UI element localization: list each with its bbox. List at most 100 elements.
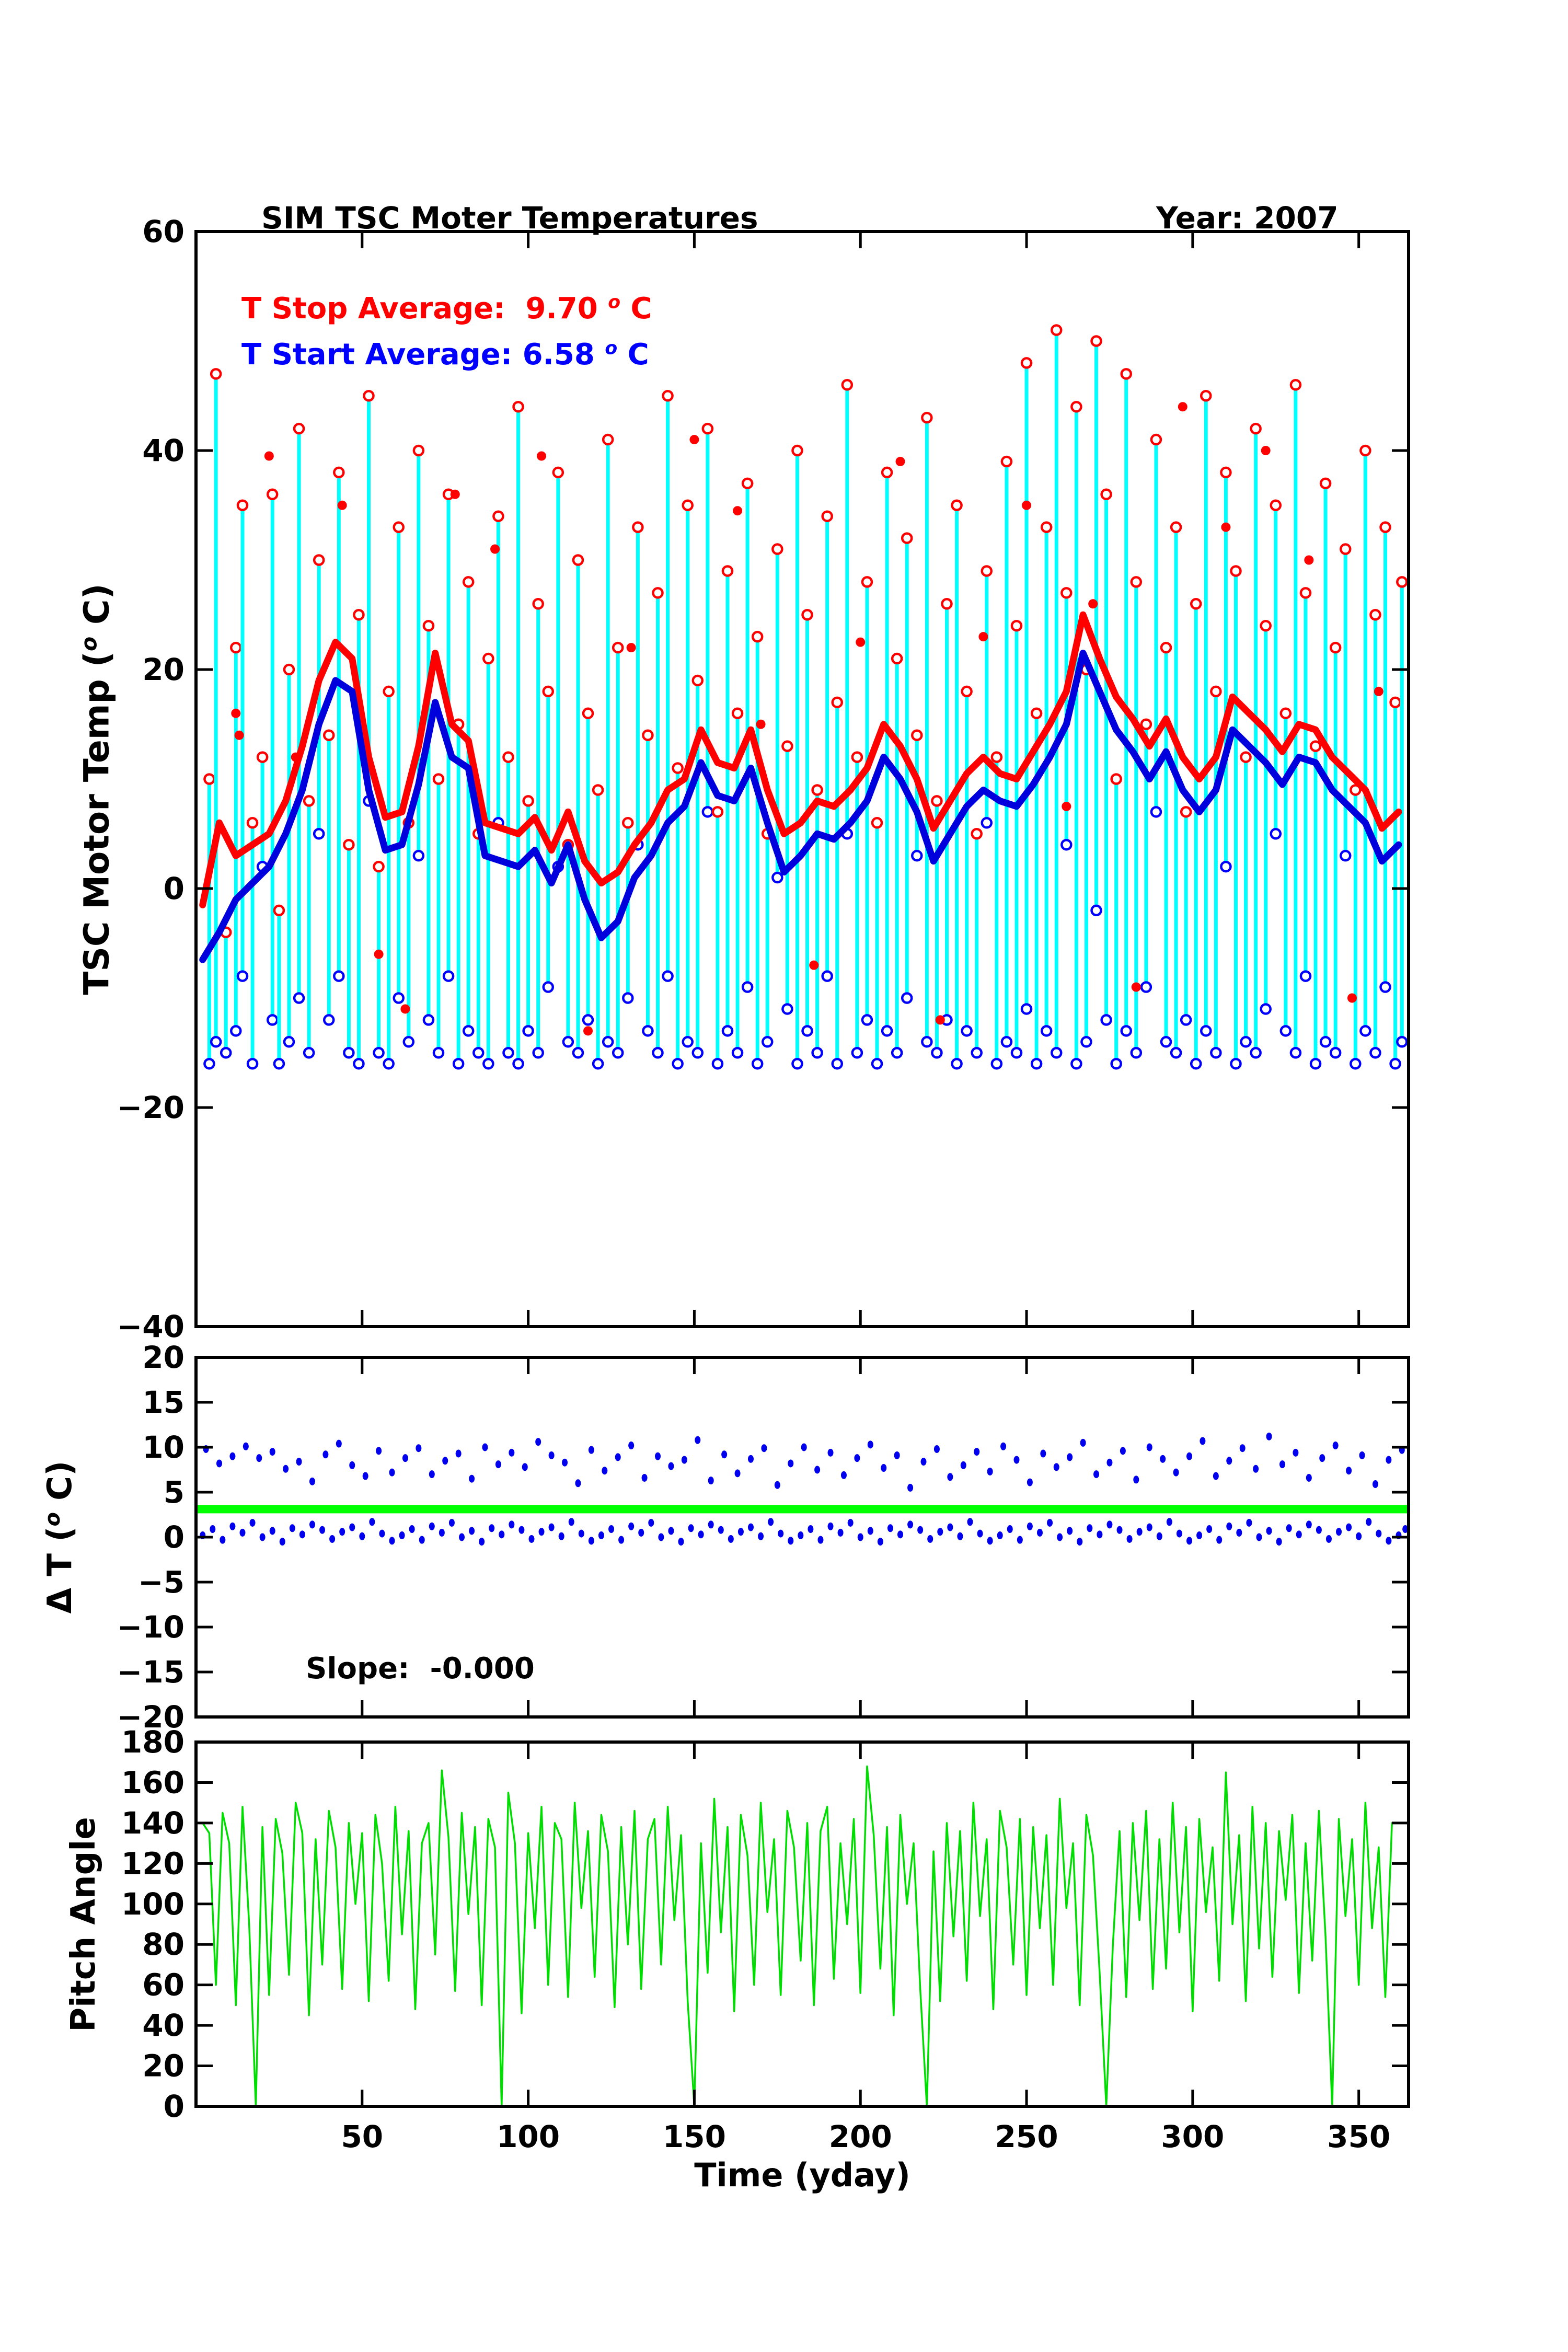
start-temp-marker <box>462 1025 475 1037</box>
delta-t-dot <box>309 1477 315 1485</box>
stop-temp-marker <box>582 707 594 720</box>
stop-temp-marker <box>1299 587 1312 599</box>
stop-temp-marker <box>1389 696 1401 709</box>
start-temp-marker <box>831 1057 843 1070</box>
delta-t-dot <box>1196 1531 1203 1540</box>
start-temp-marker <box>532 1047 544 1059</box>
degree-sup: o <box>76 636 102 652</box>
delta-t-dot <box>319 1526 326 1534</box>
delta-t-dot <box>1040 1449 1046 1458</box>
delta-t-dot <box>808 1525 814 1534</box>
start-temp-marker <box>612 1047 624 1059</box>
stop-temp-marker <box>256 751 269 763</box>
delta-t-dot <box>548 1451 555 1459</box>
delta-t-dot <box>1336 1528 1342 1536</box>
delta-t-dot <box>336 1439 342 1448</box>
delta-t-dot <box>608 1525 615 1534</box>
stop-temp-marker <box>981 565 993 577</box>
stop-temp-marker <box>911 729 923 741</box>
start-temp-marker <box>861 1014 873 1026</box>
stop-temp-marker <box>881 466 893 479</box>
legend-start-text: T Start Average: 6.58 <box>241 338 605 372</box>
y-axis-label-motor-temp: TSC Motor Temp (o C) <box>76 583 117 995</box>
delta-t-dot <box>708 1520 714 1529</box>
stop-temp-marker <box>931 795 943 807</box>
start-temp-marker <box>542 981 555 993</box>
start-temp-marker <box>442 970 455 982</box>
delta-t-dot <box>1156 1532 1162 1540</box>
delta-t-dot <box>1372 1480 1378 1489</box>
delta-t-dot <box>1106 1520 1113 1529</box>
stop-temp-marker <box>652 587 664 599</box>
delta-t-dot <box>1226 1522 1232 1530</box>
stop-temp-marker <box>313 554 325 566</box>
delta-t-dot <box>1160 1455 1166 1463</box>
delta-t-dot <box>881 1464 887 1472</box>
delta-t-dot <box>322 1450 329 1459</box>
series-line <box>199 611 1402 908</box>
y-tick-label: 0 <box>164 2089 185 2124</box>
delta-t-dot <box>907 1483 914 1492</box>
stop-temp-marker <box>1030 707 1043 720</box>
legend-stop-unit: C <box>620 292 652 326</box>
degree-sup: o <box>608 292 621 313</box>
stop-temp-marker <box>971 828 983 840</box>
delta-t-dot <box>1256 1533 1262 1541</box>
pitch-angle-axes <box>201 1765 1393 2107</box>
y-tick-label: 100 <box>121 1886 185 1922</box>
delta-t-dot <box>535 1438 541 1446</box>
stop-temp-marker <box>482 652 494 665</box>
year-label: Year: 2007 <box>1156 200 1339 236</box>
series-line <box>201 1765 1393 2107</box>
stop-temp-dot <box>733 506 743 516</box>
delta-t-dot <box>1279 1460 1285 1469</box>
stop-temp-marker <box>322 729 335 741</box>
delta-t-dot <box>987 1467 993 1475</box>
start-temp-marker <box>1050 1047 1063 1059</box>
start-temp-marker <box>512 1057 524 1070</box>
delta-t-dot <box>668 1527 674 1535</box>
stop-temp-marker <box>363 390 375 402</box>
start-temp-marker <box>1359 1025 1371 1037</box>
stop-temp-marker <box>941 598 953 610</box>
delta-t-dot <box>1093 1470 1100 1479</box>
stop-temp-marker <box>532 598 544 610</box>
delta-t-dot <box>1057 1533 1063 1541</box>
delta-t-dot <box>296 1458 302 1466</box>
y-tick-label: −10 <box>117 1609 185 1645</box>
delta-t-dot <box>927 1535 933 1543</box>
delta-t-dot <box>1325 1535 1332 1543</box>
y-tick-label: −20 <box>117 1090 185 1125</box>
stop-temp-marker <box>1396 576 1408 588</box>
stop-temp-marker <box>961 685 973 698</box>
delta-t-dot <box>1216 1536 1223 1544</box>
delta-t-dot <box>1359 1451 1365 1459</box>
delta-t-dot <box>289 1524 295 1532</box>
start-temp-marker <box>502 1047 514 1059</box>
delta-t-dot <box>1200 1437 1206 1445</box>
stop-temp-marker <box>1160 641 1172 654</box>
delta-t-dot <box>768 1518 774 1526</box>
delta-t-dot <box>728 1535 734 1543</box>
start-temp-marker <box>1120 1025 1132 1037</box>
delta-t-dot <box>1386 1456 1392 1464</box>
delta-t-dot <box>359 1532 365 1540</box>
stop-temp-marker <box>811 784 823 796</box>
start-temp-marker <box>482 1057 494 1070</box>
stop-temp-marker <box>432 773 445 785</box>
start-temp-marker <box>1299 970 1312 982</box>
delta-t-dot <box>509 1520 515 1529</box>
start-temp-marker <box>1319 1036 1332 1048</box>
delta-t-dot <box>458 1533 465 1541</box>
stop-temp-dot <box>809 960 819 970</box>
delta-t-dot <box>528 1535 535 1543</box>
delta-t-dot <box>239 1528 246 1537</box>
y-tick-label: 5 <box>164 1474 185 1510</box>
stop-temp-marker <box>751 630 764 643</box>
delta-t-dot <box>1346 1523 1352 1531</box>
delta-t-dot <box>1047 1518 1053 1527</box>
stop-temp-marker <box>951 499 963 511</box>
y-tick-label: −40 <box>117 1309 185 1344</box>
y-tick-label: 40 <box>142 2008 185 2043</box>
start-temp-marker <box>1379 981 1391 993</box>
